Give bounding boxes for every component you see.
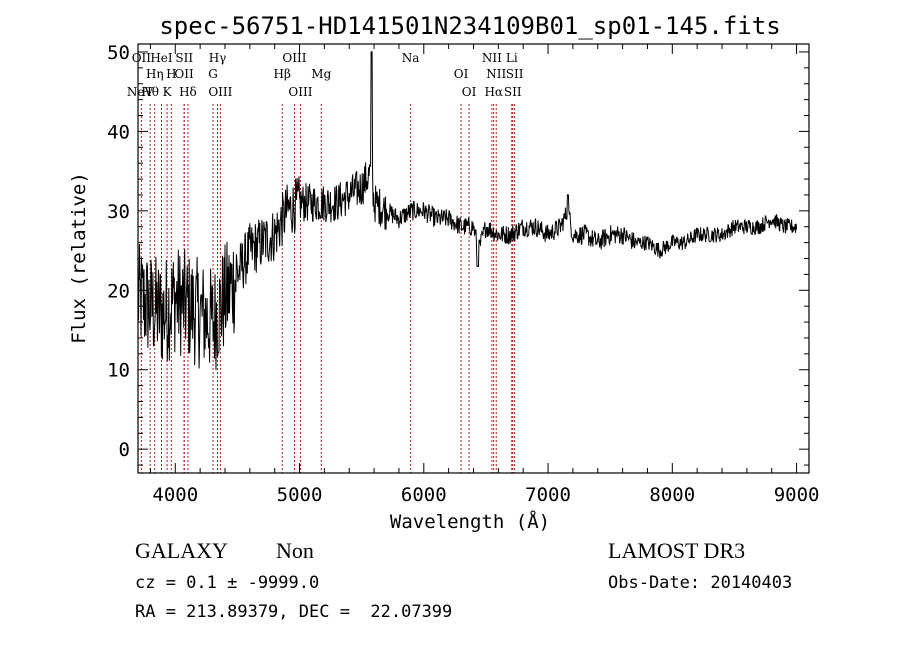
spectral-line-label: OII	[174, 67, 194, 81]
spectral-line-label: G	[208, 67, 218, 81]
redshift-line: cz = 0.1 ± -9999.0	[135, 573, 320, 593]
spectral-line-label: SII	[504, 85, 522, 99]
spectral-line-label: Hδ	[179, 85, 197, 99]
object-subclass: Non	[276, 538, 314, 563]
spectral-line-label: HeI	[150, 51, 173, 65]
axes: 4000 5000 6000 7000 8000 9000 0 10 20 30 40 50	[107, 42, 819, 506]
y-tick-label: 10	[107, 360, 130, 382]
spectral-line-label: Hη	[146, 67, 164, 81]
spectral-line-label: NII	[482, 51, 502, 65]
spectral-line-label: SII	[175, 51, 193, 65]
spectral-line-label: K	[163, 85, 173, 99]
x-tick-label: 8000	[649, 484, 695, 506]
flux-series-line	[137, 51, 798, 371]
spectral-line-label: OI	[454, 67, 469, 81]
spectral-line-label: Hθ	[141, 85, 159, 99]
spectral-line-label: OIII	[288, 85, 312, 99]
object-class: GALAXY	[135, 538, 228, 563]
spectral-line-label: Na	[402, 51, 420, 65]
y-tick-label: 30	[107, 201, 130, 223]
line-labels: NeV OII OII Hθ HeI Hη KH SII Hδ Hγ G OIII Hβ OIII OIII…	[127, 51, 524, 99]
y-tick-label: 50	[107, 42, 130, 64]
coordinates: RA = 213.89379, DEC = 22.07399	[135, 602, 453, 622]
survey-name: LAMOST DR3	[608, 538, 746, 563]
spectral-line-label: H	[166, 67, 176, 81]
y-tick-label: 40	[107, 121, 130, 143]
spectral-line-label: OIII	[282, 51, 306, 65]
spectral-line-label: Li	[506, 51, 518, 65]
spectral-line-label: OIII	[208, 85, 232, 99]
spectral-line-label: OII	[132, 51, 152, 65]
spectral-line-label: OI	[462, 85, 477, 99]
spectrum-data	[137, 51, 798, 371]
spectral-line-label: SII	[506, 67, 524, 81]
spectral-line-label: Mg	[311, 67, 331, 81]
chart-title: spec-56751-HD141501N234109B01_sp01-145.f…	[159, 12, 780, 40]
spectral-line-label: NeV	[127, 85, 154, 99]
spectral-line-label: Hγ	[209, 51, 227, 65]
x-tick-label: 6000	[401, 484, 447, 506]
x-tick-label: 4000	[152, 484, 198, 506]
obs-date: Obs-Date: 20140403	[608, 573, 793, 593]
x-tick-label: 9000	[774, 484, 820, 506]
x-axis-label: Wavelength (Å)	[390, 510, 550, 533]
y-tick-label: 20	[107, 280, 130, 302]
y-axis-label: Flux (relative)	[68, 172, 90, 344]
x-tick-label: 7000	[525, 484, 571, 506]
spectral-line-label: NII	[486, 67, 506, 81]
spectral-line-label: Hα	[484, 85, 503, 99]
y-tick-label: 0	[119, 439, 130, 461]
x-tick-label: 5000	[277, 484, 323, 506]
spectral-line-label: Hβ	[274, 67, 291, 81]
plot-frame	[137, 43, 810, 474]
